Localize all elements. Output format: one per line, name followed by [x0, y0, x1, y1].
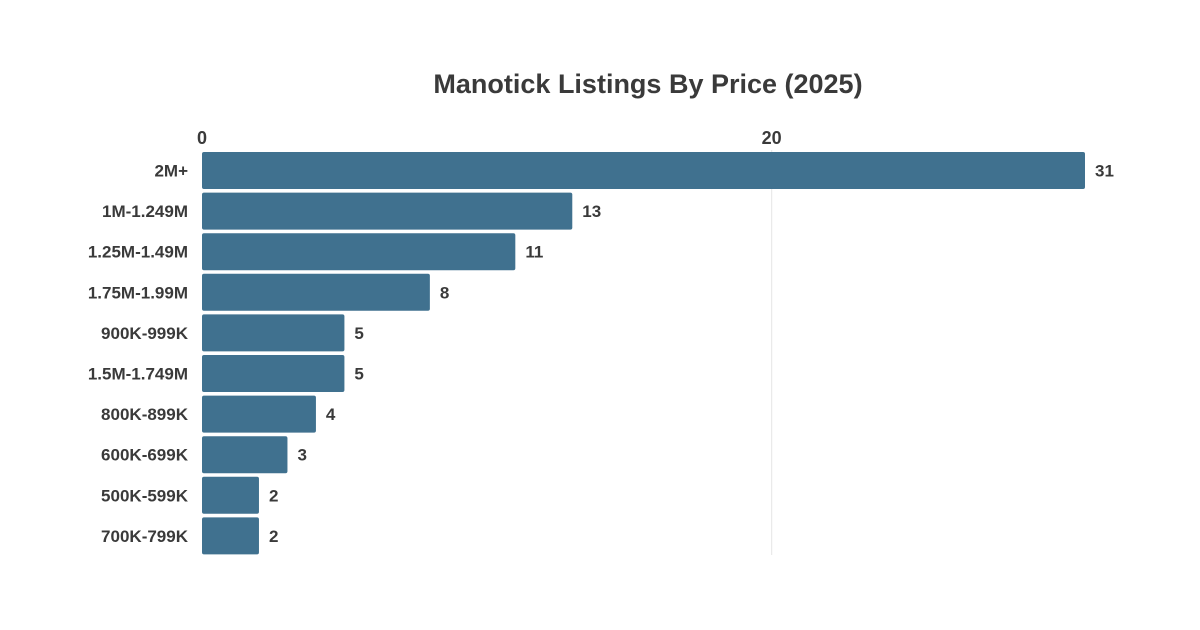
data-label: 2 — [269, 486, 278, 505]
bars — [202, 152, 1085, 555]
bar — [202, 517, 259, 555]
bar — [202, 273, 430, 311]
bar — [202, 314, 345, 352]
bar — [202, 233, 516, 271]
category-label: 1.75M-1.99M — [88, 283, 188, 302]
data-label: 3 — [297, 446, 306, 465]
bar — [202, 395, 316, 433]
data-label: 5 — [354, 324, 363, 343]
category-labels: 2M+ 1M-1.249M 1.25M-1.49M 1.75M-1.99M 900K-9… — [88, 162, 189, 546]
bar — [202, 355, 345, 392]
category-label: 1.25M-1.49M — [88, 243, 188, 262]
bar — [202, 476, 259, 514]
bar — [202, 436, 288, 474]
x-axis-ticks: 0 20 — [197, 128, 782, 148]
data-label: 5 — [354, 365, 363, 384]
data-label: 8 — [440, 283, 449, 302]
category-label: 1M-1.249M — [102, 202, 188, 221]
chart-title: Manotick Listings By Price (2025) — [433, 69, 862, 99]
category-label: 600K-699K — [101, 446, 189, 465]
x-tick-label: 0 — [197, 128, 207, 148]
value-labels: 31 13 11 8 5 5 4 3 2 2 — [269, 162, 1114, 546]
data-label: 11 — [525, 243, 543, 262]
category-label: 2M+ — [154, 162, 188, 181]
category-label: 700K-799K — [101, 527, 189, 546]
category-label: 500K-599K — [101, 486, 189, 505]
data-label: 31 — [1095, 162, 1114, 181]
data-label: 4 — [326, 405, 336, 424]
category-label: 1.5M-1.749M — [88, 365, 188, 384]
category-label: 800K-899K — [101, 405, 189, 424]
x-tick-label: 20 — [762, 128, 782, 148]
category-label: 900K-999K — [101, 324, 189, 343]
data-label: 13 — [582, 202, 601, 221]
data-label: 2 — [269, 527, 278, 546]
bar — [202, 152, 1085, 189]
bar — [202, 192, 573, 230]
